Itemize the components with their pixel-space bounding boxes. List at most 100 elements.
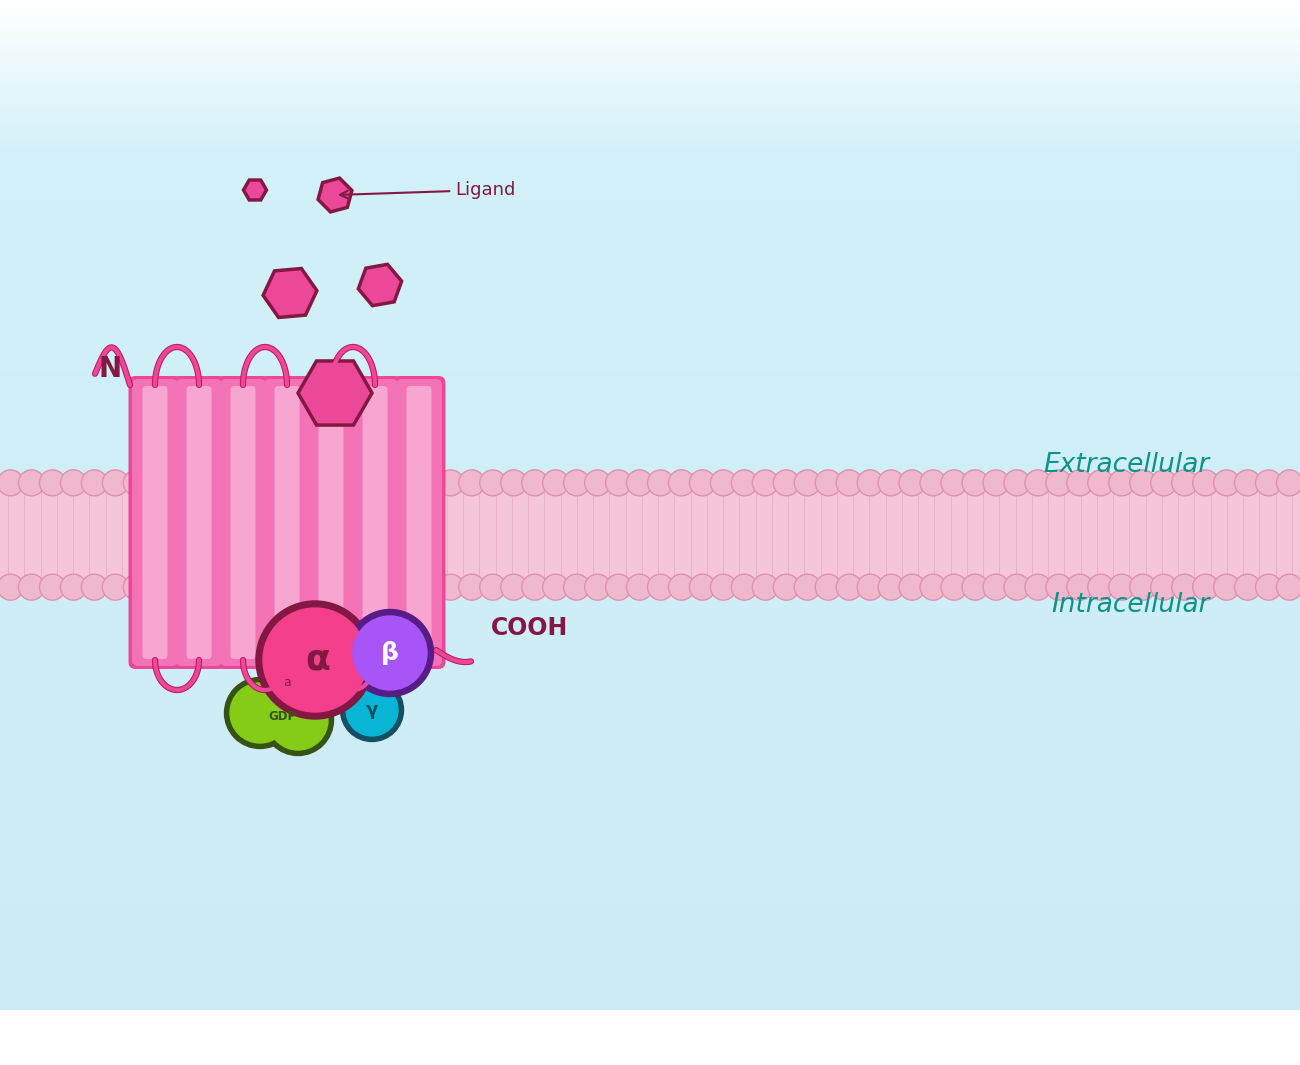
Bar <box>0 889 1300 895</box>
Circle shape <box>0 470 23 496</box>
Circle shape <box>225 677 295 749</box>
Bar <box>0 751 1300 756</box>
FancyBboxPatch shape <box>318 386 343 659</box>
Circle shape <box>606 574 632 601</box>
Circle shape <box>878 574 904 601</box>
Circle shape <box>1109 470 1135 496</box>
Bar <box>0 740 1300 746</box>
Circle shape <box>500 574 526 601</box>
Circle shape <box>668 470 694 496</box>
Bar <box>0 903 1300 908</box>
Circle shape <box>268 690 328 750</box>
FancyBboxPatch shape <box>186 386 212 659</box>
Circle shape <box>647 470 673 496</box>
Bar <box>0 1017 1300 1022</box>
Bar <box>0 9 1300 14</box>
Circle shape <box>60 574 86 601</box>
Bar <box>0 584 1300 589</box>
Bar <box>0 69 1300 75</box>
Bar <box>0 80 1300 85</box>
Bar <box>0 257 1300 263</box>
FancyBboxPatch shape <box>363 386 387 659</box>
Bar <box>0 608 1300 615</box>
Bar <box>0 261 1300 266</box>
Circle shape <box>1046 470 1072 496</box>
Circle shape <box>1235 574 1261 601</box>
Circle shape <box>564 470 590 496</box>
Bar <box>0 544 1300 551</box>
Bar <box>0 342 1300 348</box>
Circle shape <box>438 574 464 601</box>
Circle shape <box>312 574 338 601</box>
Circle shape <box>82 470 108 496</box>
Bar <box>0 421 1300 426</box>
Bar <box>0 406 1300 412</box>
Bar <box>0 275 1300 280</box>
Bar <box>0 661 1300 668</box>
Circle shape <box>732 574 758 601</box>
Bar <box>0 733 1300 738</box>
Bar <box>0 1010 1300 1015</box>
Circle shape <box>18 470 44 496</box>
Bar <box>0 562 1300 568</box>
Bar <box>0 488 1300 493</box>
Bar <box>0 928 1300 934</box>
Bar <box>0 775 1300 781</box>
Bar <box>0 97 1300 103</box>
Bar <box>0 30 1300 35</box>
Circle shape <box>1150 574 1176 601</box>
Bar <box>0 403 1300 408</box>
Bar <box>0 431 1300 437</box>
Bar <box>0 331 1300 338</box>
Bar <box>0 161 1300 167</box>
Polygon shape <box>318 178 352 212</box>
Circle shape <box>1088 470 1114 496</box>
Bar <box>0 1002 1300 1009</box>
Circle shape <box>1024 574 1050 601</box>
Bar <box>0 1031 1300 1036</box>
Bar <box>0 101 1300 106</box>
Bar <box>0 122 1300 128</box>
Circle shape <box>815 470 841 496</box>
Bar <box>0 126 1300 131</box>
Bar <box>0 285 1300 291</box>
Circle shape <box>585 574 611 601</box>
Bar <box>0 335 1300 341</box>
Bar <box>0 992 1300 998</box>
Circle shape <box>207 574 233 601</box>
Bar <box>0 349 1300 355</box>
Bar <box>0 395 1300 402</box>
FancyBboxPatch shape <box>143 386 168 659</box>
Bar <box>0 314 1300 320</box>
Circle shape <box>354 470 380 496</box>
Bar <box>0 477 1300 482</box>
Circle shape <box>1067 574 1093 601</box>
Bar <box>0 857 1300 863</box>
Polygon shape <box>298 361 372 425</box>
Bar <box>0 232 1300 237</box>
Circle shape <box>1171 470 1197 496</box>
Bar <box>0 211 1300 216</box>
Circle shape <box>1235 470 1261 496</box>
Circle shape <box>354 616 426 690</box>
Bar <box>0 722 1300 727</box>
Bar <box>0 825 1300 831</box>
Bar <box>0 129 1300 135</box>
Bar <box>0 932 1300 937</box>
Circle shape <box>689 470 715 496</box>
Circle shape <box>186 574 212 601</box>
Text: Ligand: Ligand <box>341 181 515 199</box>
Circle shape <box>0 574 23 601</box>
Bar <box>0 208 1300 213</box>
Bar <box>0 328 1300 333</box>
Bar <box>0 410 1300 415</box>
FancyBboxPatch shape <box>396 379 442 666</box>
Circle shape <box>103 574 129 601</box>
Bar <box>0 725 1300 732</box>
Bar <box>0 91 1300 96</box>
Circle shape <box>521 574 547 601</box>
FancyBboxPatch shape <box>348 376 402 669</box>
Bar <box>0 357 1300 362</box>
Circle shape <box>480 470 506 496</box>
Bar <box>0 246 1300 252</box>
